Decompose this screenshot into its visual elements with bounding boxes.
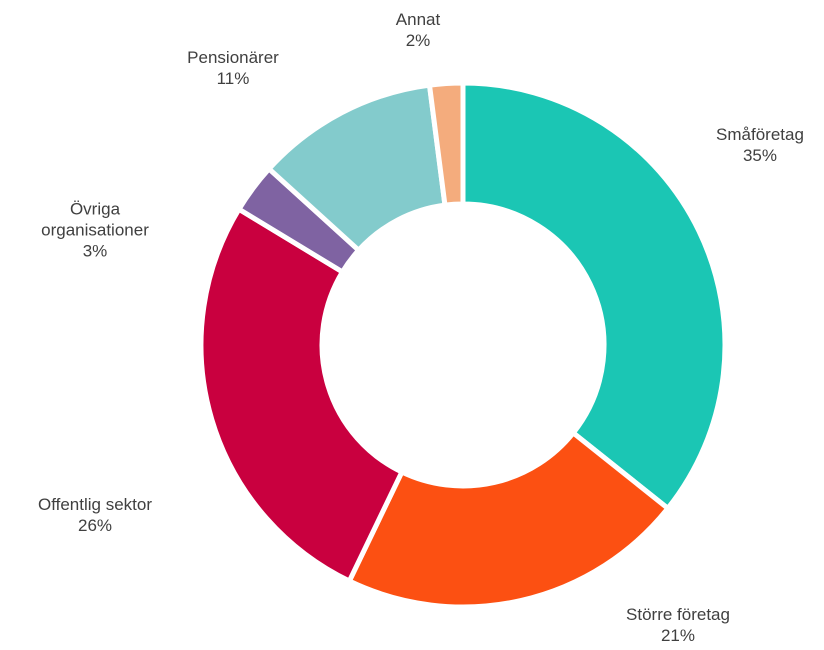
category-label: Offentlig sektor xyxy=(37,495,153,514)
value-label: 2% xyxy=(405,31,431,50)
segment-label: Pensionärer 11% xyxy=(187,47,279,89)
category-label: Småföretag xyxy=(716,125,804,144)
value-label: 35% xyxy=(742,146,778,165)
segment-label: Större företag 21% xyxy=(626,604,730,646)
segment-label: Annat 2% xyxy=(396,9,440,51)
category-label: Övriga organisationer xyxy=(41,199,149,240)
category-label: Större företag xyxy=(626,605,730,624)
donut-segment xyxy=(460,80,728,512)
segment-label: Övriga organisationer 3% xyxy=(30,199,160,262)
category-label: Annat xyxy=(395,10,441,29)
donut-segment xyxy=(345,429,672,610)
value-label: 11% xyxy=(216,69,250,88)
value-label: 21% xyxy=(660,626,696,645)
donut-segment xyxy=(426,80,466,208)
segment-label: Småföretag 35% xyxy=(716,124,804,166)
segment-label: Offentlig sektor 26% xyxy=(38,494,152,536)
value-label: 26% xyxy=(77,516,113,535)
donut-segment xyxy=(198,205,406,585)
value-label: 3% xyxy=(82,241,108,261)
category-label: Pensionärer xyxy=(187,48,279,67)
